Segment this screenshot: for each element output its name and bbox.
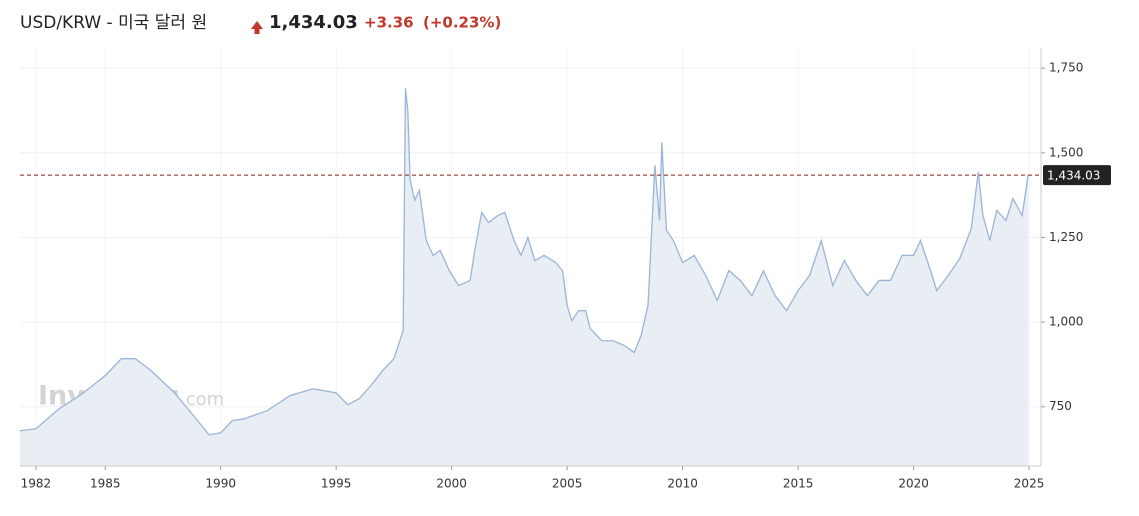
price: 1,434.03 (269, 12, 358, 33)
line (19, 88, 1029, 436)
y-tick-label: 750 (1049, 399, 1072, 413)
chart-title: USD/KRW - 미국 달러 원 (20, 13, 207, 33)
x-tick-label: 2025 (1014, 477, 1045, 491)
y-tick-label: 1,000 (1049, 315, 1083, 329)
x-tick-label: 1995 (321, 477, 352, 491)
x-tick-label: 2000 (436, 477, 467, 491)
current-label-bg (1043, 165, 1111, 186)
current-label: 1,434.03 (1047, 169, 1100, 183)
x-tick-label: 1990 (205, 477, 236, 491)
change-pct: (+0.23%) (423, 14, 501, 32)
x-tick-label: 2010 (667, 477, 698, 491)
x-tick-label: 2020 (898, 477, 929, 491)
y-tick-label: 1,500 (1049, 145, 1083, 159)
x-tick-label: 1985 (90, 477, 121, 491)
y-tick-label: 1,250 (1049, 230, 1083, 244)
x-tick-label: 2015 (783, 477, 814, 491)
watermark: .com (180, 389, 224, 410)
x-tick-label: 1982 (21, 477, 52, 491)
area-fill (19, 88, 1029, 467)
y-tick-label: 1,750 (1049, 61, 1083, 75)
change: +3.36 (364, 14, 414, 32)
up-arrow (251, 21, 263, 34)
x-tick-label: 2005 (552, 477, 583, 491)
